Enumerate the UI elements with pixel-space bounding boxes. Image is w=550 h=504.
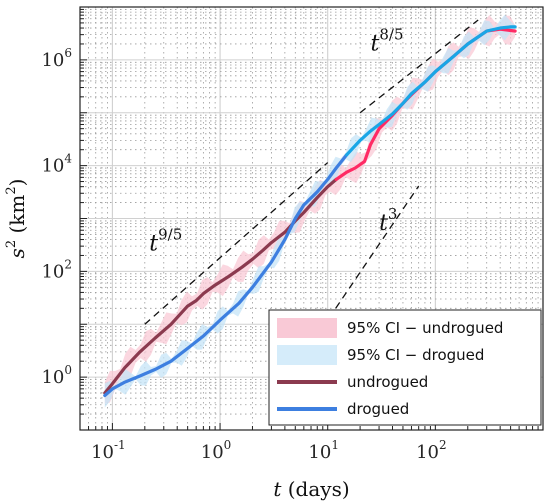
y-tick-label: 104 <box>41 152 72 177</box>
reference-line-8-5 <box>359 19 479 114</box>
x-tick-label: 10-1 <box>91 438 126 463</box>
reference-label-8-5: t8/5 <box>371 26 404 57</box>
y-axis-title: s2 (km2) <box>4 179 29 259</box>
axis-titles: t (days) s2 (km2) <box>4 179 350 501</box>
x-tick-label: 102 <box>416 438 447 463</box>
x-tick-label: 100 <box>201 438 232 463</box>
y-tick-label: 106 <box>41 46 72 71</box>
legend-label: 95% CI − undrogued <box>347 319 503 337</box>
reference-lines: t9/5 t3 t8/5 <box>144 19 479 369</box>
ci-band-drogued <box>104 14 516 408</box>
reference-label-9-5: t9/5 <box>149 225 182 256</box>
legend-label: drogued <box>347 400 409 418</box>
y-tick-label: 100 <box>41 363 72 388</box>
ci-band-undrogued <box>104 15 516 404</box>
series-line-drogued <box>103 153 349 398</box>
reference-line-9-5 <box>144 162 329 325</box>
axis-ticks: 10-1 100 101 102 100 102 104 106 <box>41 6 544 463</box>
legend-swatch-band <box>277 345 337 365</box>
series-lines <box>103 25 517 398</box>
legend: 95% CI − undrogued 95% CI − drogued undrog… <box>268 309 542 426</box>
series-line-undrogued <box>103 177 338 395</box>
y-tick-label: 102 <box>41 257 72 282</box>
confidence-bands <box>104 14 516 408</box>
x-axis-title: t (days) <box>273 477 349 501</box>
reference-label-3: t3 <box>379 205 397 236</box>
legend-swatch-band <box>277 318 337 338</box>
legend-label: 95% CI − drogued <box>347 346 484 364</box>
x-tick-label: 101 <box>308 438 339 463</box>
legend-label: undrogued <box>347 373 428 391</box>
series-line-drogued-late <box>345 25 517 157</box>
